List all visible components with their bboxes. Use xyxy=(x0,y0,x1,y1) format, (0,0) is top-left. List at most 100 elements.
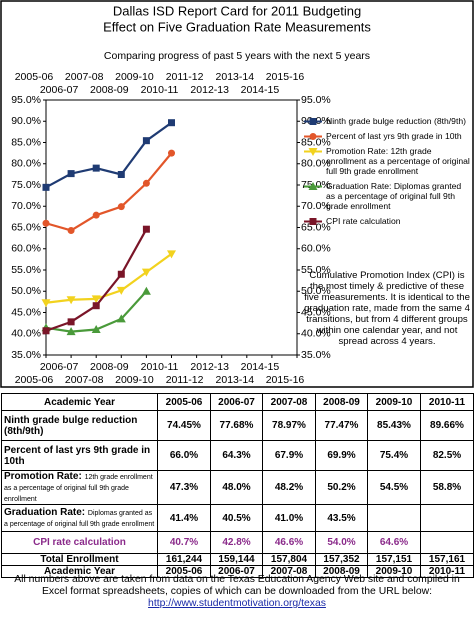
cell: 58.8% xyxy=(420,470,474,505)
cell: 159,144 xyxy=(210,553,263,566)
cell: 157,161 xyxy=(420,553,474,566)
row-label-text: CPI rate calculation xyxy=(33,537,126,548)
marker xyxy=(42,219,50,227)
legend: Ninth grade bulge reduction (8th/9th) Per… xyxy=(304,116,470,231)
marker xyxy=(92,211,100,219)
cell: 46.6% xyxy=(262,531,316,554)
x-tick-label-top: 2007-08 xyxy=(65,71,104,83)
y2-tick-label: 65.0% xyxy=(301,221,331,233)
legend-swatch xyxy=(304,118,322,125)
cell: 89.66% xyxy=(420,410,474,441)
row-label: Percent of last yrs 9th grade in 10th xyxy=(1,440,158,471)
marker xyxy=(168,119,175,127)
row-label: Graduation Rate: Diplomas granted as a p… xyxy=(1,504,158,532)
legend-label: CPI rate calculation xyxy=(326,216,401,226)
legend-item: Percent of last yrs 9th grade in 10th xyxy=(304,131,470,141)
x-tick-label: 2006-07 xyxy=(40,361,79,373)
chart-subtitle: Comparing progress of past 5 years with … xyxy=(104,50,370,62)
marker xyxy=(141,268,151,277)
row-label: Total Enrollment xyxy=(1,553,158,566)
y-tick-label: 50.0% xyxy=(11,285,41,297)
y2-tick-label: 45.0% xyxy=(301,306,331,318)
cell: 54.5% xyxy=(367,470,421,505)
x-tick-label: 2011-12 xyxy=(166,374,204,386)
legend-item: Promotion Rate: 12th grade enrollment as… xyxy=(304,146,470,176)
row-label: Promotion Rate: 12th grade enrollment as… xyxy=(1,470,158,505)
table-row: Total Enrollment 161,244 159,144 157,804 157… xyxy=(1,553,474,566)
row-label-text: Total Enrollment xyxy=(40,554,119,565)
data-table: Academic Year 2005-06 2006-07 2007-08 2008-0… xyxy=(1,393,474,578)
marker xyxy=(41,299,51,308)
legend-label: Promotion Rate: 12th grade enrollment as… xyxy=(326,146,470,176)
marker xyxy=(42,327,50,335)
plot-area xyxy=(45,99,298,356)
header-year: 2007-08 xyxy=(262,565,316,578)
cell: 43.5% xyxy=(315,504,368,532)
marker xyxy=(168,149,175,157)
cell: 41.0% xyxy=(262,504,316,532)
marker xyxy=(167,250,176,259)
header-year: 2010-11 xyxy=(420,393,474,411)
cell: 77.68% xyxy=(210,410,263,441)
row-label: CPI rate calculation xyxy=(1,531,158,554)
x-tick-label: 2007-08 xyxy=(65,374,104,386)
y2-tick-label: 50.0% xyxy=(301,285,331,297)
table-row: Percent of last yrs 9th grade in 10th 66.… xyxy=(1,440,474,471)
marker xyxy=(117,171,125,179)
cell xyxy=(420,504,474,532)
y-tick-label: 45.0% xyxy=(11,306,41,318)
y2-tick-label: 60.0% xyxy=(301,243,331,255)
marker xyxy=(142,225,150,233)
row-label-text: Promotion Rate: xyxy=(4,471,82,482)
legend-item: Ninth grade bulge reduction (8th/9th) xyxy=(304,116,470,126)
y-tick-label: 35.0% xyxy=(11,349,41,361)
x-tick-label-top: 2005-06 xyxy=(15,71,54,83)
y2-tick-label: 40.0% xyxy=(301,328,331,340)
y-tick-label: 80.0% xyxy=(11,158,41,170)
cell: 64.3% xyxy=(210,440,263,471)
legend-label: Ninth grade bulge reduction (8th/9th) xyxy=(326,116,466,126)
marker xyxy=(92,302,100,310)
y2-tick-label: 75.0% xyxy=(301,179,331,191)
x-tick-label: 2005-06 xyxy=(15,374,54,386)
cell: 54.0% xyxy=(315,531,368,554)
marker xyxy=(91,295,101,304)
cell: 161,244 xyxy=(157,553,211,566)
x-tick-label-top: 2008-09 xyxy=(90,84,129,96)
y-tick-label: 95.0% xyxy=(11,94,41,106)
cell: 64.6% xyxy=(367,531,421,554)
footer-link[interactable]: http://www.studentmotivation.org/texas xyxy=(148,598,326,609)
table-row: Ninth grade bulge reduction (8th/9th) 74.… xyxy=(1,410,474,441)
footer-text: All numbers above are taken from data on… xyxy=(14,574,460,597)
cell xyxy=(367,504,421,532)
table-row: CPI rate calculation 40.7% 42.8% 46.6% 54.0%… xyxy=(1,531,474,554)
legend-item: Graduation Rate: Diplomas granted as a p… xyxy=(304,181,470,211)
cell: 157,151 xyxy=(367,553,421,566)
x-tick-label-top: 2012-13 xyxy=(190,84,229,96)
chart-title: Dallas ISD Report Card for 2011 Budgetin… xyxy=(113,3,361,18)
legend-swatch xyxy=(304,182,322,190)
header-label: Academic Year xyxy=(1,565,158,578)
x-tick-label-top: 2015-16 xyxy=(266,71,305,83)
series-line xyxy=(45,121,173,189)
header-year: 2007-08 xyxy=(262,393,316,411)
marker xyxy=(116,314,126,323)
cell: 74.45% xyxy=(157,410,211,441)
y-tick-label: 65.0% xyxy=(11,221,41,233)
marker xyxy=(309,118,317,125)
marker xyxy=(308,182,318,190)
cell: 41.4% xyxy=(157,504,211,532)
x-tick-label: 2010-11 xyxy=(141,361,179,373)
row-note: 12th grade enrollment as a percentage of… xyxy=(4,474,153,503)
header-label: Academic Year xyxy=(1,393,158,411)
cell: 75.4% xyxy=(367,440,421,471)
legend-label: Graduation Rate: Diplomas granted as a p… xyxy=(326,181,462,211)
y-tick-label: 75.0% xyxy=(11,179,41,191)
y2-tick-label: 35.0% xyxy=(301,349,331,361)
marker xyxy=(142,179,150,187)
marker xyxy=(66,296,76,305)
x-tick-label: 2009-10 xyxy=(115,374,154,386)
annotation: Cumulative Promotion Index (CPI) is the … xyxy=(304,270,470,347)
marker xyxy=(308,148,318,156)
